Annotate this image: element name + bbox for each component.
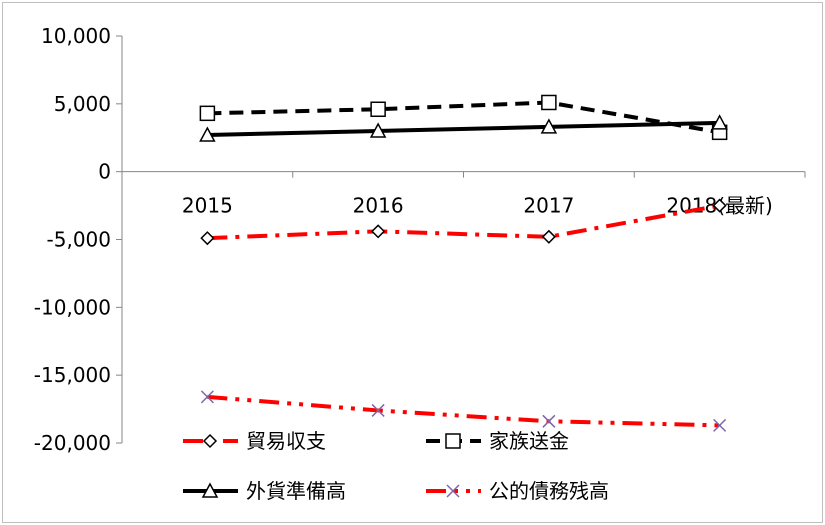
legend-item: 貿易収支: [183, 429, 326, 453]
data-point-marker: [370, 101, 386, 118]
data-point-marker: [541, 94, 557, 111]
data-point-marker: [371, 224, 386, 239]
legend-swatch-marker: [446, 484, 460, 498]
legend-swatch-marker: [445, 433, 461, 449]
data-point-marker: [200, 390, 214, 404]
data-point-marker: [542, 414, 556, 428]
x-tick-label: 2017: [523, 194, 574, 218]
data-point-marker: [371, 403, 385, 417]
x-tick-label: 2016: [353, 194, 404, 218]
series-lines: [207, 100, 720, 428]
legend-item: 家族送金: [426, 429, 569, 453]
legend-swatch-marker: [202, 433, 218, 449]
y-tick-label: -5,000: [47, 228, 111, 252]
tick-labels: 10,000 5,000 0 -5,000 -10,000 -15,000 -20,000 2…: [34, 24, 773, 455]
data-point-marker: [712, 198, 727, 213]
legend-label: 貿易収支: [246, 429, 326, 453]
y-tick-label: 5,000: [54, 92, 111, 116]
y-tick-label: 10,000: [41, 24, 111, 48]
axes: [116, 35, 806, 444]
data-point-marker: [713, 418, 727, 432]
series-line-3: [207, 120, 720, 138]
y-tick-label: -10,000: [34, 295, 111, 319]
data-point-marker: [711, 114, 728, 130]
data-point-marker: [369, 122, 387, 138]
data-point-marker: [199, 126, 216, 142]
data-point-marker: [199, 105, 216, 122]
legend-label: 家族送金: [489, 429, 569, 453]
series-line-2: [207, 100, 720, 135]
y-tick-label: 0: [98, 160, 111, 184]
series-line-1: [207, 203, 720, 241]
y-tick-label: -20,000: [34, 431, 111, 455]
data-point-marker: [540, 118, 558, 134]
legend-item: 外貨準備高: [183, 479, 346, 503]
series-line-4: [207, 394, 720, 428]
legend-label: 外貨準備高: [246, 479, 346, 503]
data-point-marker: [541, 229, 556, 244]
series-markers: [199, 94, 728, 432]
legend-swatch-marker: [201, 482, 219, 498]
y-tick-label: -15,000: [34, 363, 111, 387]
legend-item: 公的債務残高: [426, 479, 609, 503]
data-point-marker: [200, 231, 215, 246]
legend-label: 公的債務残高: [489, 479, 609, 503]
x-tick-label: 2015: [182, 194, 233, 218]
